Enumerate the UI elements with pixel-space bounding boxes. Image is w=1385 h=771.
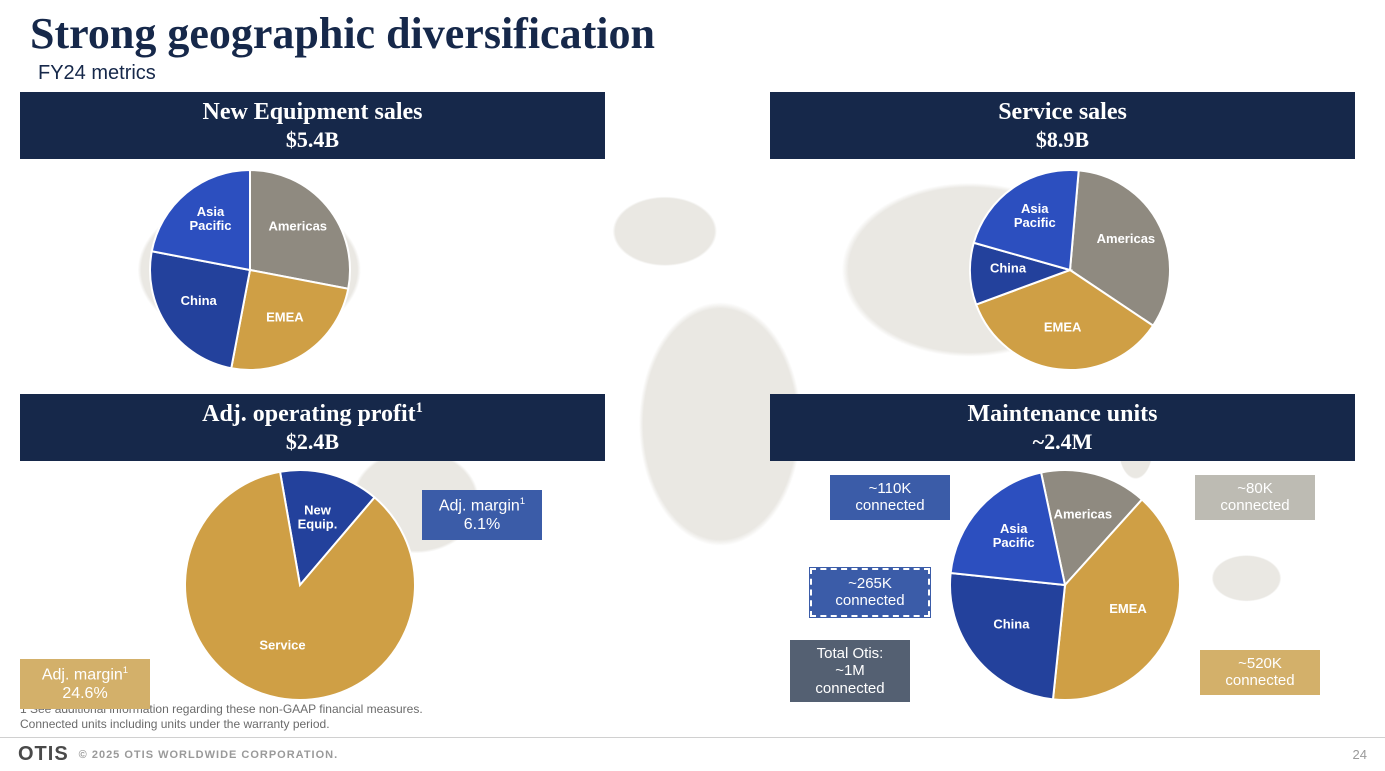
pie-slice-label: Americas (1097, 231, 1156, 246)
adjprofit-service-l2: 24.6% (34, 685, 136, 703)
pie-slice-label: EMEA (1044, 320, 1082, 335)
pie-slice (150, 251, 250, 368)
footer-bar: OTIS © 2025 OTIS WORLDWIDE CORPORATION. … (0, 737, 1385, 771)
adjprofit-newequip-callout: Adj. margin1 6.1% (422, 490, 542, 540)
service-header: Service sales $8.9B (770, 92, 1355, 159)
pie-slice-label: China (181, 293, 218, 308)
maint-china-callout: ~265K connected (810, 568, 930, 617)
slide-subtitle: FY24 metrics (38, 62, 156, 85)
maint-total-l1: Total Otis: (800, 645, 900, 662)
maint-title: Maintenance units (770, 400, 1355, 429)
maint-total-callout: Total Otis: ~1M connected (790, 640, 910, 702)
service-title: Service sales (770, 98, 1355, 127)
maint-americas-l1: ~80K (1205, 480, 1305, 497)
footnote-2: Connected units including units under th… (20, 717, 423, 731)
adjprofit-newequip-l2: 6.1% (436, 516, 528, 534)
maint-emea-callout: ~520K connected (1200, 650, 1320, 695)
maint-china-l1: ~265K (822, 575, 918, 592)
adjprofit-pie: NewEquip.Service (175, 465, 425, 705)
new-equip-header: New Equipment sales $5.4B (20, 92, 605, 159)
adjprofit-header: Adj. operating profit1 $2.4B (20, 394, 605, 461)
new-equip-pie: AmericasEMEAChinaAsiaPacific (140, 165, 360, 375)
adjprofit-title: Adj. operating profit1 (20, 400, 605, 429)
pie-slice (950, 573, 1065, 699)
new-equip-value: $5.4B (20, 127, 605, 153)
maint-emea-l2: connected (1210, 672, 1310, 689)
maint-emea-l1: ~520K (1210, 655, 1310, 672)
pie-slice-label: EMEA (1109, 601, 1147, 616)
pie-slice-label: Service (259, 638, 305, 653)
pie-slice-label: Americas (268, 219, 327, 234)
maint-pie: AmericasEMEAChinaAsiaPacific (940, 465, 1190, 705)
maint-total-l2: ~1M (800, 662, 900, 679)
new-equip-title: New Equipment sales (20, 98, 605, 127)
copyright-text: © 2025 OTIS WORLDWIDE CORPORATION. (79, 749, 338, 761)
maint-china-l2: connected (822, 592, 918, 609)
page-number: 24 (1353, 747, 1367, 762)
slide-title: Strong geographic diversification (30, 8, 655, 59)
adjprofit-newequip-l1: Adj. margin1 (436, 496, 528, 516)
maint-americas-callout: ~80K connected (1195, 475, 1315, 520)
adjprofit-service-callout: Adj. margin1 24.6% (20, 659, 150, 709)
maint-asiapac-l1: ~110K (840, 480, 940, 497)
pie-slice-label: China (993, 617, 1030, 632)
service-pie: AmericasEMEAChinaAsiaPacific (960, 165, 1180, 375)
pie-slice-label: China (990, 261, 1027, 276)
maint-americas-l2: connected (1205, 497, 1305, 514)
pie-slice-label: EMEA (266, 309, 304, 324)
maint-value: ~2.4M (770, 429, 1355, 455)
otis-logo: OTIS (18, 743, 69, 766)
service-value: $8.9B (770, 127, 1355, 153)
adjprofit-service-l1: Adj. margin1 (34, 665, 136, 685)
adjprofit-value: $2.4B (20, 429, 605, 455)
pie-slice-label: Americas (1054, 507, 1113, 522)
maint-header: Maintenance units ~2.4M (770, 394, 1355, 461)
maint-asiapac-callout: ~110K connected (830, 475, 950, 520)
maint-total-l3: connected (800, 680, 900, 697)
maint-asiapac-l2: connected (840, 497, 940, 514)
